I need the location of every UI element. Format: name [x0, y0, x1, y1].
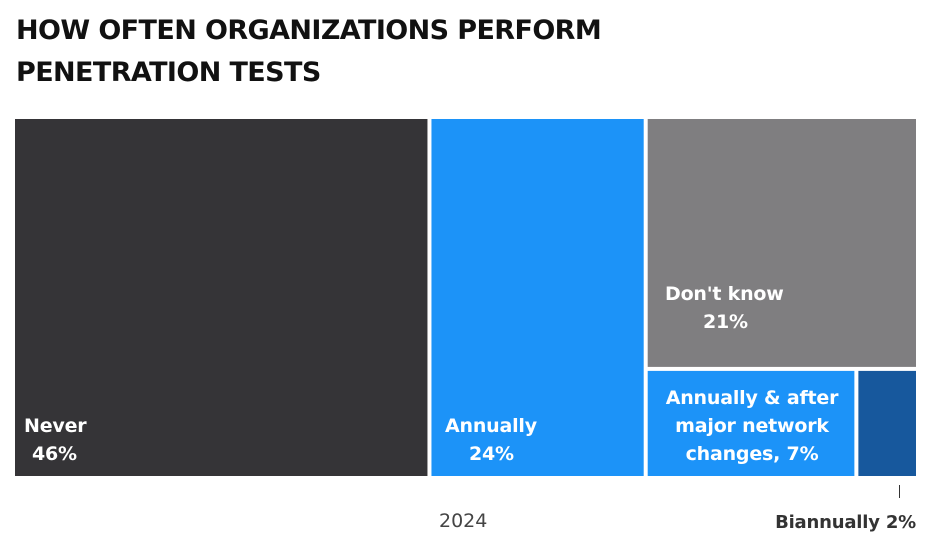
biannually-callout-label: Biannually 2% — [775, 512, 916, 533]
x-axis-label: 2024 — [439, 510, 488, 532]
label-dont-know-name: Don't know — [665, 283, 784, 305]
label-never-name: Never — [24, 415, 87, 437]
tile-dont-know — [647, 119, 916, 367]
biannually-callout-tick — [899, 485, 900, 498]
chart-title-line-1: HOW OFTEN ORGANIZATIONS PERFORM — [16, 15, 602, 46]
label-annually-name: Annually — [445, 415, 538, 437]
tile-never — [15, 119, 428, 476]
label-never-value: 46% — [32, 443, 77, 465]
label-dont-know-value: 21% — [703, 311, 748, 333]
label-annually-value: 24% — [469, 443, 514, 465]
tile-annually — [431, 119, 644, 476]
chart-title: HOW OFTEN ORGANIZATIONS PERFORM PENETRAT… — [16, 10, 776, 94]
label-annually-after-line-1: Annually & after — [666, 387, 839, 409]
tile-annually-after-changes — [647, 370, 855, 476]
label-annually-after-line-2: major network — [675, 415, 829, 437]
tile-biannually — [858, 370, 916, 476]
chart-title-line-2: PENETRATION TESTS — [16, 57, 321, 88]
label-annually-after-line-3: changes, 7% — [686, 443, 819, 465]
